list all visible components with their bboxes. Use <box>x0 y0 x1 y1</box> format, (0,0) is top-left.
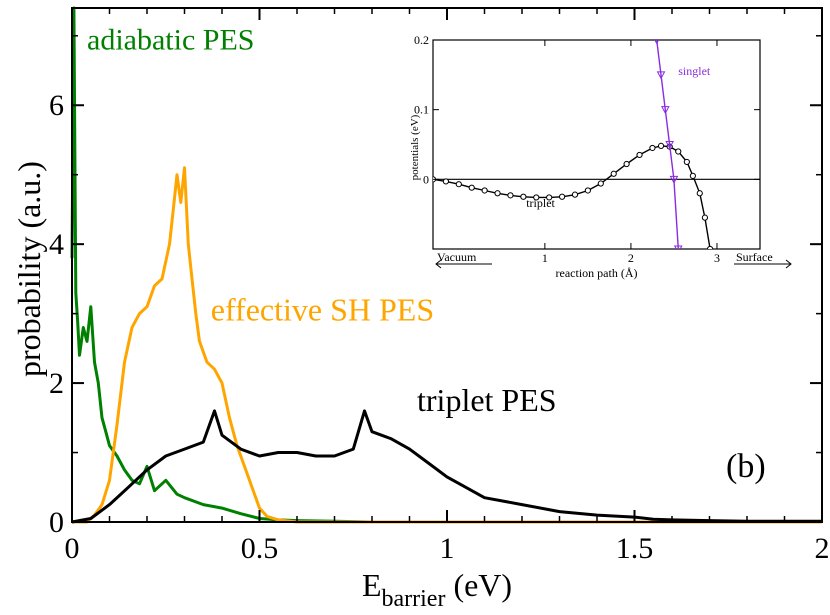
inset-point-triplet <box>683 158 690 166</box>
inset-vacuum-label: Vacuum <box>437 250 477 264</box>
inset-point-triplet <box>468 184 475 191</box>
series-line-effective-sh-pes <box>72 166 822 524</box>
inset-surface-label: Surface <box>736 250 773 264</box>
inset-point-triplet <box>649 144 656 152</box>
inset-point-triplet <box>520 193 527 200</box>
inset-point-singlet <box>654 40 660 45</box>
inset-y-axis-label: potentials (eV) <box>409 114 421 180</box>
x-tick-label: 2 <box>815 532 830 565</box>
inset-point-triplet <box>636 151 643 159</box>
inset-point-triplet <box>610 170 617 177</box>
inset-point-triplet <box>442 178 450 185</box>
y-tick-label: 4 <box>49 228 64 261</box>
inset-point-singlet <box>665 141 674 150</box>
y-tick-label: 0 <box>49 506 64 539</box>
x-axis-label: Ebarrier (eV) <box>362 567 512 612</box>
inset-y-tick-label: 0.2 <box>414 33 429 47</box>
x-tick-label: 1 <box>440 532 455 565</box>
inset-point-triplet <box>584 187 591 194</box>
y-tick-label: 6 <box>49 89 64 122</box>
inset-point-triplet <box>481 187 488 194</box>
inset-point-singlet <box>673 245 683 249</box>
inset-line-singlet <box>656 40 679 249</box>
x-tick-label: 0 <box>65 532 80 565</box>
inset-point-singlet <box>669 175 679 184</box>
inset-x-axis-label: reaction path (Å) <box>556 266 638 280</box>
x-tick-label: 0.5 <box>241 532 279 565</box>
inset-point-triplet <box>507 192 514 199</box>
y-axis-label: probability (a.u.) <box>11 161 47 377</box>
series-line-triplet-pes <box>71 409 822 524</box>
inset-data <box>433 40 760 249</box>
inset-point-triplet <box>533 194 540 201</box>
inset-point-triplet <box>623 160 630 168</box>
annotation-adiabatic-pes: adiabatic PES <box>87 24 254 57</box>
inset-point-triplet <box>689 172 696 179</box>
y-tick-label: 2 <box>49 367 64 400</box>
inset-point-triplet <box>696 190 703 197</box>
inset-point-triplet <box>558 193 566 200</box>
x-tick-label: 1.5 <box>616 532 654 565</box>
inset-y-tick-label: 0.1 <box>414 103 429 117</box>
inset-point-triplet <box>706 245 714 249</box>
inset-point-singlet <box>661 106 670 115</box>
x-axis-label-subscript: barrier <box>381 586 445 612</box>
inset-point-triplet <box>701 214 709 221</box>
inset-x-tick-label: 2 <box>628 251 634 265</box>
annotation-effective-sh-pes: effective SH PES <box>211 292 434 328</box>
inset-x-tick-label: 1 <box>542 251 548 265</box>
inset-x-tick-label: 3 <box>714 251 720 265</box>
x-axis-label-unit: (eV) <box>453 567 512 603</box>
inset-frame <box>432 39 761 250</box>
inset-point-triplet <box>597 180 604 187</box>
inset-plot: 1 2 3 0 0.1 0.2 potentials (eV) reaction path (… <box>409 33 792 280</box>
panel-label: (b) <box>726 448 766 485</box>
inset-point-triplet <box>571 191 579 198</box>
inset-point-triplet <box>675 148 682 155</box>
inset-point-triplet <box>455 181 462 188</box>
inset-annotation-singlet: singlet <box>678 64 711 78</box>
inset-surface-arrow-head <box>785 259 792 269</box>
inset-annotation-triplet: triplet <box>526 196 555 210</box>
inset-point-triplet <box>657 142 665 149</box>
inset-y-tick-label: 0 <box>423 172 429 186</box>
inset-point-triplet <box>494 190 501 197</box>
inset-point-singlet <box>656 71 666 80</box>
inset-vacuum-arrow-head <box>435 259 442 269</box>
inset-point-triplet <box>546 194 553 201</box>
x-axis-label-main: E <box>362 567 382 603</box>
main-plot: 0 0.5 1 1.5 2 0 2 4 6 probability (a.u.) Ebarrier (… <box>11 6 830 612</box>
annotation-triplet-pes: triplet PES <box>417 382 557 418</box>
